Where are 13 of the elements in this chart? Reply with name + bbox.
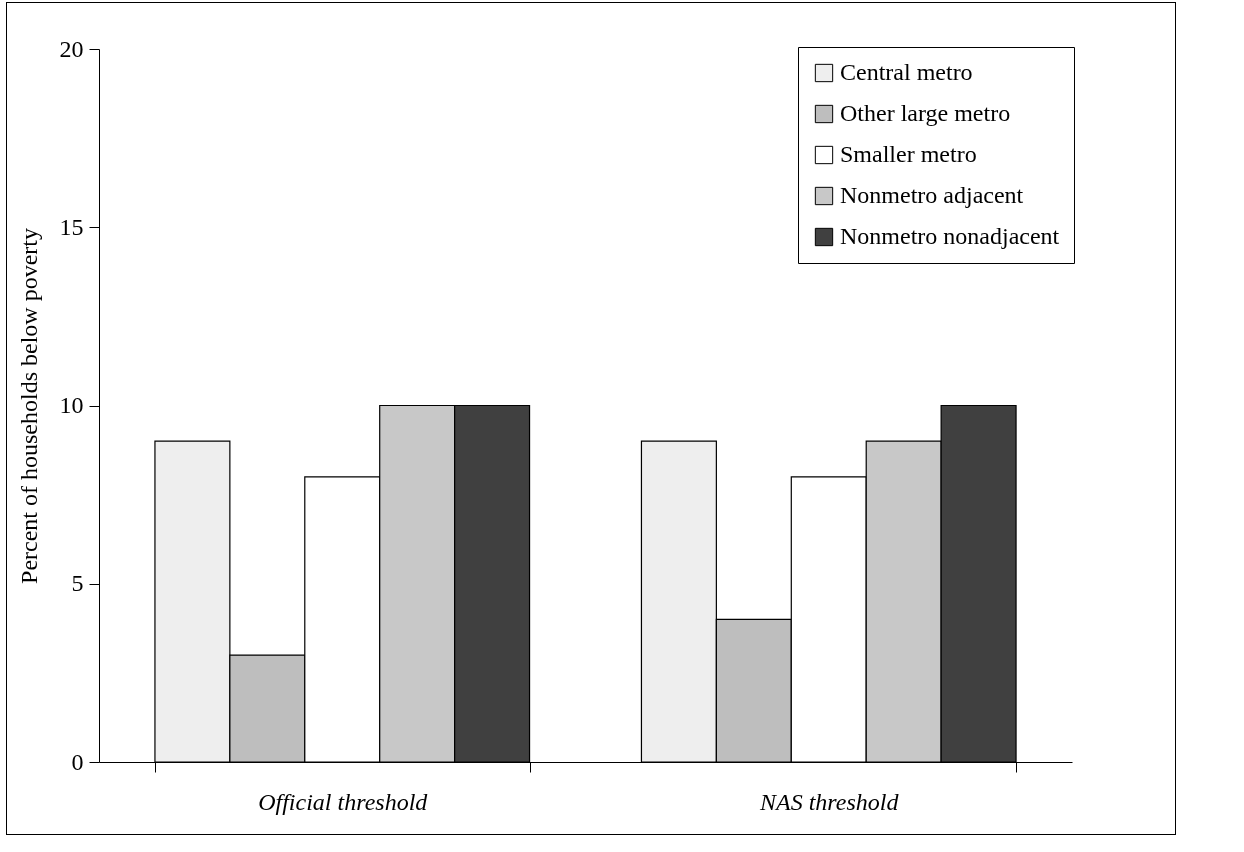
y-axis-title: Percent of households below poverty — [15, 228, 42, 584]
y-tick-label: 20 — [59, 35, 84, 62]
legend-label: Nonmetro nonadjacent — [840, 223, 1060, 249]
legend-label: Central metro — [840, 59, 973, 85]
y-tick-label: 0 — [71, 748, 84, 775]
y-tick-label: 15 — [59, 213, 84, 240]
x-tick-label: NAS threshold — [759, 788, 900, 815]
y-tick-label: 10 — [59, 392, 84, 418]
x-tick-label: Official threshold — [258, 788, 429, 815]
legend-label: Smaller metro — [840, 141, 977, 167]
legend-label: Nonmetro adjacent — [840, 182, 1024, 208]
legend-label: Other large metro — [840, 100, 1011, 126]
y-tick-label: 5 — [71, 570, 84, 597]
